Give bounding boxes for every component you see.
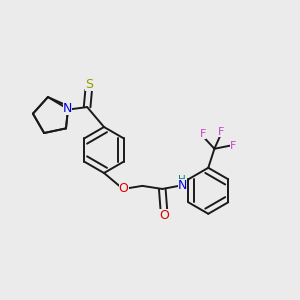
Text: N: N — [178, 179, 187, 192]
Text: S: S — [85, 78, 93, 91]
Text: O: O — [119, 182, 129, 195]
Text: F: F — [200, 129, 206, 139]
Text: H: H — [178, 175, 185, 185]
Text: F: F — [218, 127, 224, 137]
Text: F: F — [230, 141, 236, 151]
Text: O: O — [159, 208, 169, 221]
Text: N: N — [63, 102, 72, 115]
